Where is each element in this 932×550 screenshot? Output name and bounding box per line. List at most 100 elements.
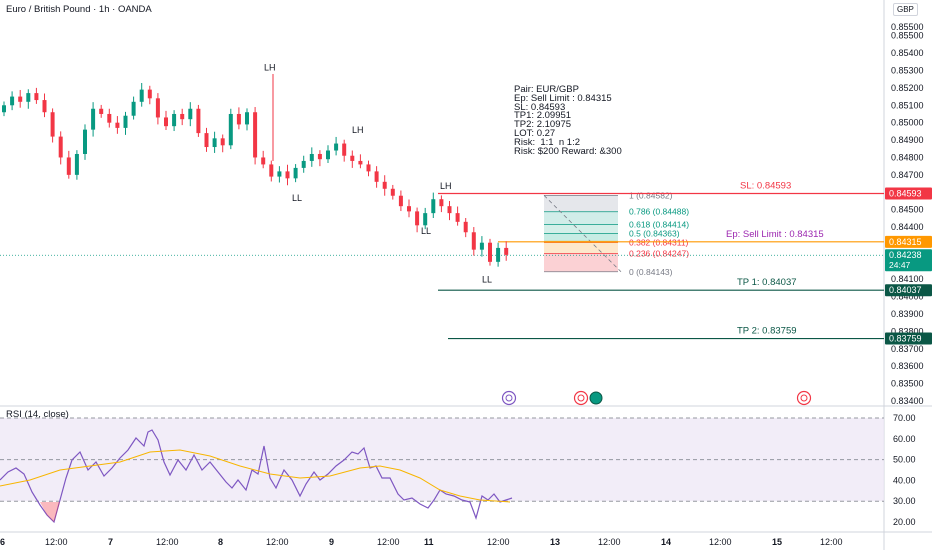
candle-body [261, 157, 266, 165]
candle-body [253, 112, 258, 158]
candle-body [18, 96, 23, 102]
candle-body [366, 164, 371, 172]
fib-zone [544, 242, 618, 254]
time-tick: 9 [329, 537, 334, 547]
fib-retracement[interactable]: 1 (0.84582) 0.786 (0.84488) 0.618 (0.84414… [543, 190, 689, 277]
price-tag-label: 0.84593 [889, 188, 922, 198]
fib-zone [544, 224, 618, 234]
fib-label: 0 (0.84143) [629, 267, 673, 277]
candle-body [277, 171, 282, 177]
candle-body [91, 108, 96, 130]
price-tick: 0.85300 [891, 65, 924, 75]
time-tick: 6 [0, 537, 5, 547]
price-tick: 0.84100 [891, 274, 924, 284]
candle-body [431, 199, 436, 214]
rsi-oversold-fill [40, 502, 60, 522]
level-label-tp1: TP 1: 0.84037 [737, 277, 797, 288]
candle-body [293, 167, 298, 179]
structure-label-lh: LH [440, 181, 452, 191]
info-lot: LOT: 0.27 [514, 127, 556, 139]
fib-label: 0.618 (0.84414) [629, 220, 689, 230]
candle-body [488, 242, 492, 262]
time-tick: 12:00 [598, 537, 621, 547]
time-axis[interactable]: 6 12:00 7 12:00 8 12:00 9 12:00 11 12:00 13 12:00 14… [0, 537, 843, 547]
candle-body [479, 242, 484, 250]
rsi-panel: 70.00 60.00 50.00 40.00 30.00 20.00 [0, 413, 916, 527]
info-tp1: TP1: 2.09951 [514, 110, 572, 122]
price-tick: 0.85400 [891, 48, 924, 58]
candle-body [398, 195, 403, 207]
candle-body [407, 206, 411, 212]
structure-label-ll: LL [421, 226, 431, 236]
candle-body [269, 164, 274, 177]
candle-body [34, 93, 39, 101]
price-tick: 0.83600 [891, 361, 924, 371]
level-label-sl: SL: 0.84593 [740, 180, 791, 191]
economic-event-icon[interactable] [796, 390, 812, 406]
candle-body [2, 105, 6, 113]
candle-body [358, 160, 363, 165]
info-risk-reward: Risk: $200 Reward: &300 [514, 145, 622, 157]
price-tick: 0.85500 [891, 31, 924, 41]
candle-body [447, 206, 452, 214]
time-tick: 12:00 [156, 537, 179, 547]
price-tick: 0.83800 [891, 326, 924, 336]
time-tick: 12:00 [820, 537, 843, 547]
candle-body [50, 112, 55, 137]
time-tick: 15 [772, 537, 782, 547]
currency-label[interactable]: GBP [893, 3, 918, 16]
candle-body [131, 101, 136, 116]
rsi-line [0, 429, 513, 524]
candle-body [83, 129, 87, 154]
candle-body [212, 138, 217, 148]
candle-body [463, 221, 468, 233]
candle-body [350, 155, 355, 161]
time-tick: 12:00 [377, 537, 400, 547]
candle-body [74, 153, 79, 175]
price-tick: 0.85100 [891, 100, 924, 110]
price-tag [885, 249, 932, 272]
price-tag-label: 0.83759 [889, 334, 922, 344]
candle-body [204, 133, 209, 148]
candle-body [196, 108, 201, 134]
price-tag-countdown: 24:47 [889, 260, 911, 270]
info-risk-ratio: Risk: 1:1 n 1:2 [514, 136, 581, 148]
rsi-ma-line [0, 449, 511, 503]
candle-body [42, 100, 47, 113]
level-label-ep: Ep: Sell Limit : 0.84315 [726, 229, 824, 240]
structure-label-ll: LL [292, 193, 302, 203]
price-tick: 0.85200 [891, 83, 924, 93]
price-tick: 0.85500 [891, 22, 924, 32]
fib-zone [544, 233, 618, 243]
candle-body [415, 211, 420, 226]
fib-label: 1 (0.84582) [629, 190, 673, 200]
candle-body [245, 112, 249, 125]
candle-body [471, 232, 476, 250]
info-pair: Pair: EUR/GBP [514, 84, 579, 95]
candle-body [496, 247, 501, 262]
candle-body [342, 143, 347, 156]
candle-body [188, 108, 193, 120]
info-tp2: TP2: 2.10975 [514, 119, 572, 131]
candle-body [285, 171, 290, 179]
economic-event-icon[interactable] [573, 390, 589, 406]
time-tick: 13 [550, 537, 560, 547]
price-tick: 0.85000 [891, 118, 924, 128]
fib-label: 0.5 (0.84363) [629, 228, 680, 238]
dividend-icon[interactable] [501, 390, 517, 406]
earnings-icon[interactable] [589, 391, 603, 405]
time-tick: 12:00 [487, 537, 510, 547]
candle-body [139, 89, 144, 102]
trade-levels[interactable]: SL: 0.84593 Ep: Sell Limit : 0.84315 TP 1:… [0, 180, 884, 340]
price-tag [885, 187, 932, 200]
candle-body [164, 117, 168, 127]
price-axis[interactable]: 0.85500 0.85400 0.85300 0.85200 0.85100 0.850… [891, 22, 924, 406]
candle-body [107, 113, 112, 123]
price-tick: 0.84900 [891, 135, 924, 145]
rsi-tick: 20.00 [893, 517, 916, 527]
event-markers[interactable] [501, 390, 812, 406]
structure-label-ll: LL [482, 275, 492, 285]
candle-body [180, 113, 185, 120]
